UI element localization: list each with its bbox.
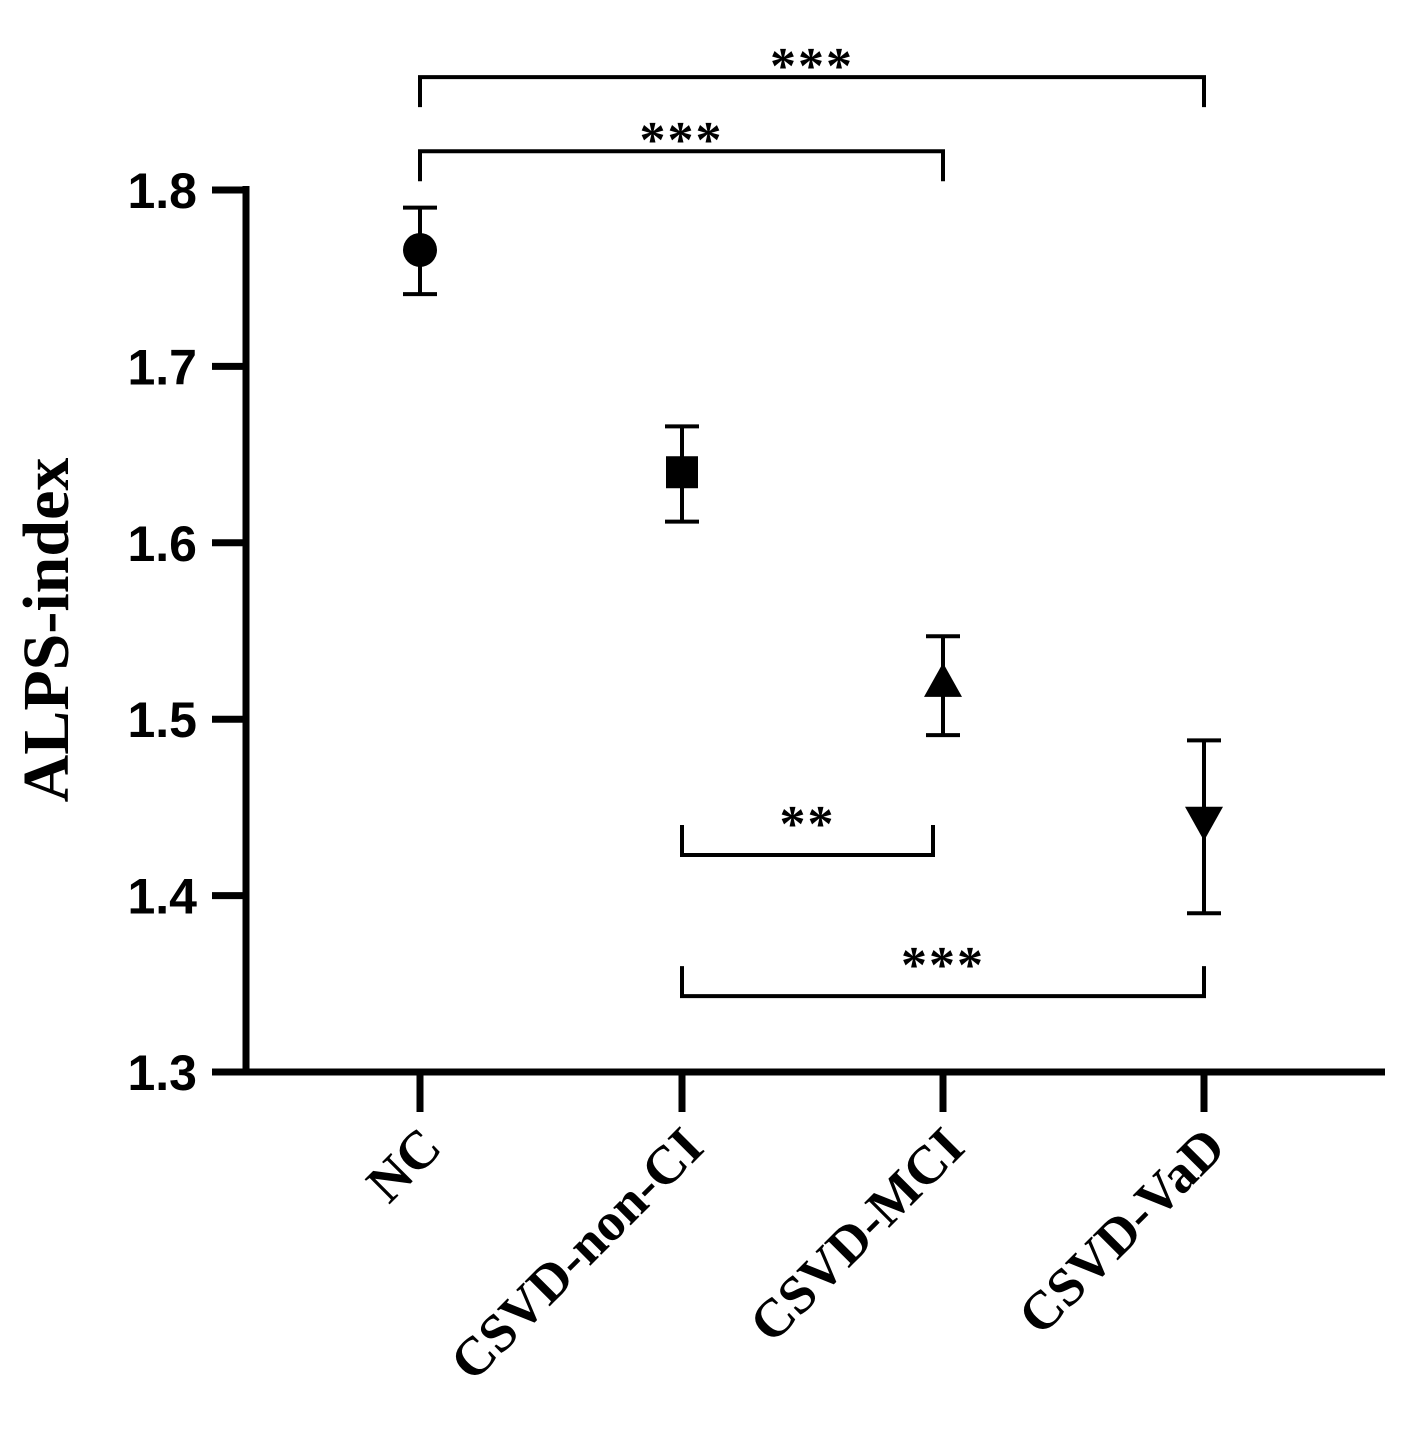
y-tick-label: 1.5 [127, 692, 197, 748]
significance-bracket [418, 75, 1206, 108]
data-point-triangle-up [924, 662, 962, 697]
y-tick-label: 1.6 [127, 516, 197, 572]
y-tick-label: 1.4 [127, 869, 197, 925]
x-tick-label: CSVD-non-CI [439, 1116, 715, 1392]
data-point-square [666, 456, 698, 489]
x-tick-label: CSVD-VaD [1007, 1116, 1237, 1346]
significance-label: *** [770, 38, 854, 95]
significance-bracket [418, 149, 945, 182]
y-tick-label: 1.8 [127, 163, 197, 219]
y-ticks: 1.3 1.4 1.5 1.6 1.7 1.8 [127, 163, 246, 1101]
significance-label: ** [780, 796, 836, 853]
significance-bracket [680, 966, 1206, 999]
x-tick-label: CSVD-MCI [738, 1116, 976, 1354]
data-point-triangle-down [1185, 806, 1223, 841]
x-tick-label: NC [355, 1116, 453, 1214]
y-axis-label: ALPS-index [10, 458, 83, 803]
data-point-circle [403, 232, 437, 267]
y-tick-label: 1.3 [127, 1045, 197, 1101]
data-markers [403, 232, 1223, 841]
significance-brackets: *********** [418, 38, 1206, 999]
axes [242, 186, 1385, 1076]
significance-bracket [680, 825, 935, 858]
y-tick-label: 1.7 [127, 339, 197, 395]
significance-label: *** [640, 112, 724, 169]
significance-label: *** [901, 937, 985, 994]
